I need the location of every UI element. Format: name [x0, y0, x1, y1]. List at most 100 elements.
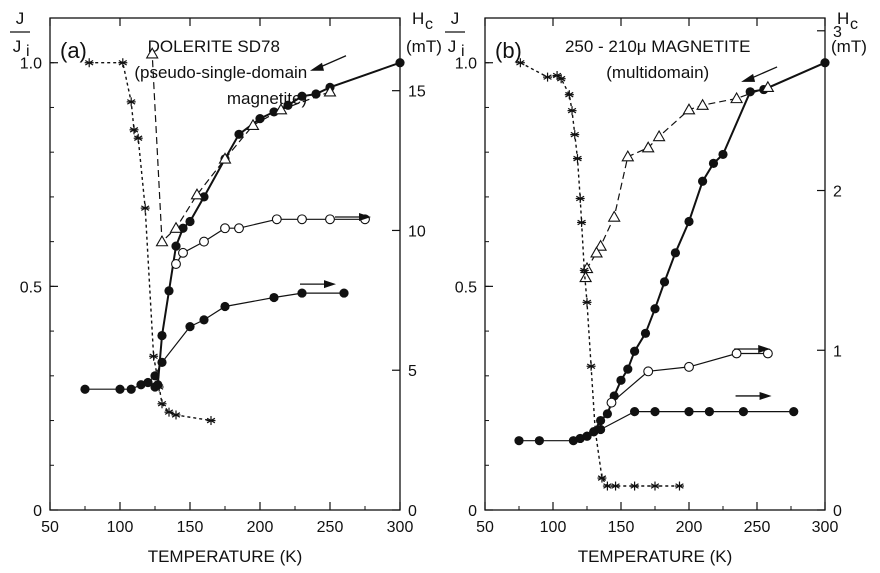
point-cooling-filled: [684, 216, 694, 227]
y-tick-label: 0: [33, 503, 42, 520]
point-warming-filled: [199, 315, 209, 325]
point-hc: [579, 265, 589, 275]
point-hc: [206, 416, 216, 426]
point-cooling-filled: [602, 409, 613, 419]
point-cooling-open-triangle: [607, 210, 621, 222]
point-cooling-filled: [659, 277, 670, 287]
point-cooling-filled: [582, 431, 592, 441]
point-warming-filled: [115, 384, 125, 394]
point-cooling-filled: [623, 364, 633, 374]
point-cooling-open-triangle: [641, 141, 655, 153]
x-tick-label: 150: [608, 519, 635, 536]
panel-label: (a): [60, 38, 87, 63]
point-cooling-open-triangle: [218, 152, 232, 164]
point-cooling-open-triangle: [155, 235, 169, 247]
point-warming-open: [643, 366, 654, 377]
point-warming-filled: [126, 384, 136, 394]
arrow-cooling: [310, 55, 347, 71]
x-tick-label: 250: [744, 519, 771, 536]
point-hc: [126, 97, 136, 107]
point-cooling-open-triangle: [682, 103, 696, 115]
point-warming-open: [606, 397, 617, 408]
point-warming-open: [199, 236, 209, 247]
point-cooling-open-triangle: [730, 91, 744, 104]
arrow-warming: [335, 213, 371, 222]
y-tick-label: 1.0: [455, 56, 477, 73]
point-warming-open: [271, 214, 282, 225]
point-warming-filled: [143, 377, 153, 388]
point-cooling-filled: [820, 58, 830, 68]
point-warming-filled: [650, 407, 660, 417]
y-axis-label-num: J: [16, 9, 25, 28]
point-warming-filled: [185, 322, 195, 332]
point-cooling-filled: [395, 58, 405, 68]
point-warming-filled: [136, 380, 146, 390]
arrow-head: [359, 213, 371, 222]
y-axis-label-sub: i: [26, 43, 30, 60]
point-hc: [556, 74, 566, 84]
point-cooling-open-triangle: [621, 150, 635, 162]
point-hc: [157, 399, 167, 409]
x-tick-label: 250: [317, 519, 344, 536]
point-cooling-open-triangle: [274, 103, 288, 115]
point-hc: [570, 130, 580, 140]
point-cooling-filled: [255, 114, 265, 124]
arrow-head: [759, 391, 772, 400]
y-axis-label-den: J: [448, 37, 457, 56]
series-line-warming-filled: [85, 292, 344, 390]
point-warming-filled: [704, 407, 715, 417]
point-cooling-open-triangle: [323, 85, 337, 97]
point-hc: [582, 297, 592, 307]
y-tick-label: 0.5: [20, 279, 42, 296]
y-axis-label-sub: i: [461, 43, 465, 60]
point-hc: [572, 154, 582, 164]
chart-subtitle-1: (pseudo-single-domain: [134, 63, 307, 82]
panel-a: 50 100 150 200 250 30000.51.0051015TEMPERATUR…: [10, 9, 442, 566]
point-cooling-filled: [596, 415, 606, 426]
y2-tick-label: 5: [408, 363, 417, 380]
y2-axis-label-sub: c: [425, 16, 433, 33]
y2-axis-unit: (mT): [406, 37, 442, 56]
point-hc: [674, 481, 684, 491]
y-tick-label: 0.5: [455, 279, 477, 296]
point-hc: [602, 481, 612, 491]
arrow-head: [324, 280, 336, 289]
y2-tick-label: 2: [833, 184, 842, 201]
point-cooling-open-triangle: [696, 98, 710, 110]
point-hc: [577, 217, 587, 227]
point-cooling-filled: [708, 158, 719, 168]
point-warming-filled: [684, 407, 694, 417]
point-cooling-open-triangle: [590, 246, 603, 258]
y2-axis-label: H: [412, 9, 424, 28]
point-warming-open: [234, 223, 244, 234]
y2-axis-label-sub: c: [850, 16, 858, 33]
point-cooling-filled: [698, 176, 708, 186]
x-tick-label: 100: [540, 519, 567, 536]
x-tick-label: 300: [812, 519, 839, 536]
point-hc: [564, 90, 574, 100]
point-cooling-open-triangle: [169, 221, 183, 233]
chart-title: 250 - 210μ MAGNETITE: [565, 37, 751, 56]
point-warming-filled: [220, 301, 230, 312]
point-cooling-open-triangle: [761, 80, 775, 93]
arrow-head: [741, 73, 756, 82]
plot-frame: [49, 17, 401, 511]
y2-tick-label: 1: [833, 343, 842, 360]
point-cooling-filled: [640, 328, 651, 338]
point-cooling-filled: [650, 304, 660, 314]
x-tick-label: 300: [387, 519, 414, 536]
point-warming-open: [178, 247, 188, 258]
point-warming-filled: [630, 407, 640, 417]
point-warming-filled: [269, 292, 279, 303]
x-tick-label: 100: [107, 519, 134, 536]
x-axis-label: TEMPERATURE (K): [148, 547, 303, 566]
point-hc: [164, 407, 174, 417]
x-axis-label: TEMPERATURE (K): [578, 547, 733, 566]
point-cooling-filled: [745, 87, 755, 97]
arrow-warming: [300, 280, 336, 289]
point-cooling-filled: [670, 248, 681, 258]
point-hc: [129, 125, 139, 135]
y2-tick-label: 10: [408, 223, 426, 240]
point-cooling-open-triangle: [246, 118, 260, 131]
point-hc: [515, 58, 525, 68]
